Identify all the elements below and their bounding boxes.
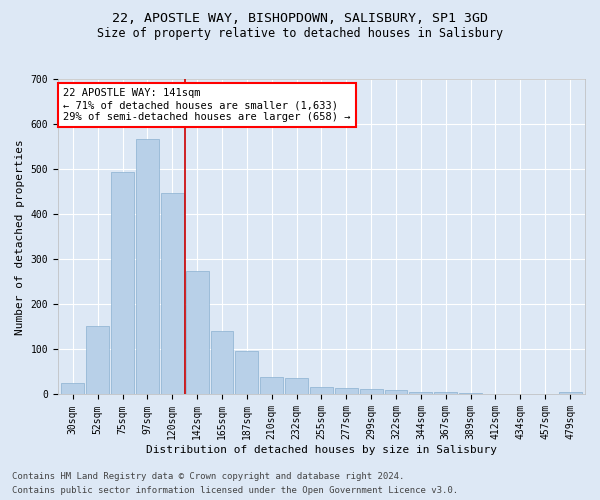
Bar <box>111 172 134 394</box>
Bar <box>385 390 407 394</box>
Bar <box>335 388 358 394</box>
Bar <box>409 392 433 394</box>
Bar <box>161 193 184 394</box>
Bar <box>559 392 581 394</box>
Text: 22 APOSTLE WAY: 141sqm
← 71% of detached houses are smaller (1,633)
29% of semi-: 22 APOSTLE WAY: 141sqm ← 71% of detached… <box>63 88 350 122</box>
Bar <box>211 332 233 394</box>
Text: 22, APOSTLE WAY, BISHOPDOWN, SALISBURY, SP1 3GD: 22, APOSTLE WAY, BISHOPDOWN, SALISBURY, … <box>112 12 488 26</box>
Bar <box>434 392 457 394</box>
Y-axis label: Number of detached properties: Number of detached properties <box>15 139 25 334</box>
X-axis label: Distribution of detached houses by size in Salisbury: Distribution of detached houses by size … <box>146 445 497 455</box>
Bar <box>136 139 159 394</box>
Bar <box>260 378 283 394</box>
Bar <box>459 392 482 394</box>
Bar <box>235 351 258 395</box>
Bar <box>86 326 109 394</box>
Bar <box>285 378 308 394</box>
Text: Contains public sector information licensed under the Open Government Licence v3: Contains public sector information licen… <box>12 486 458 495</box>
Text: Size of property relative to detached houses in Salisbury: Size of property relative to detached ho… <box>97 28 503 40</box>
Bar <box>310 388 333 394</box>
Bar <box>61 383 84 394</box>
Bar <box>185 270 209 394</box>
Text: Contains HM Land Registry data © Crown copyright and database right 2024.: Contains HM Land Registry data © Crown c… <box>12 472 404 481</box>
Bar <box>360 389 383 394</box>
